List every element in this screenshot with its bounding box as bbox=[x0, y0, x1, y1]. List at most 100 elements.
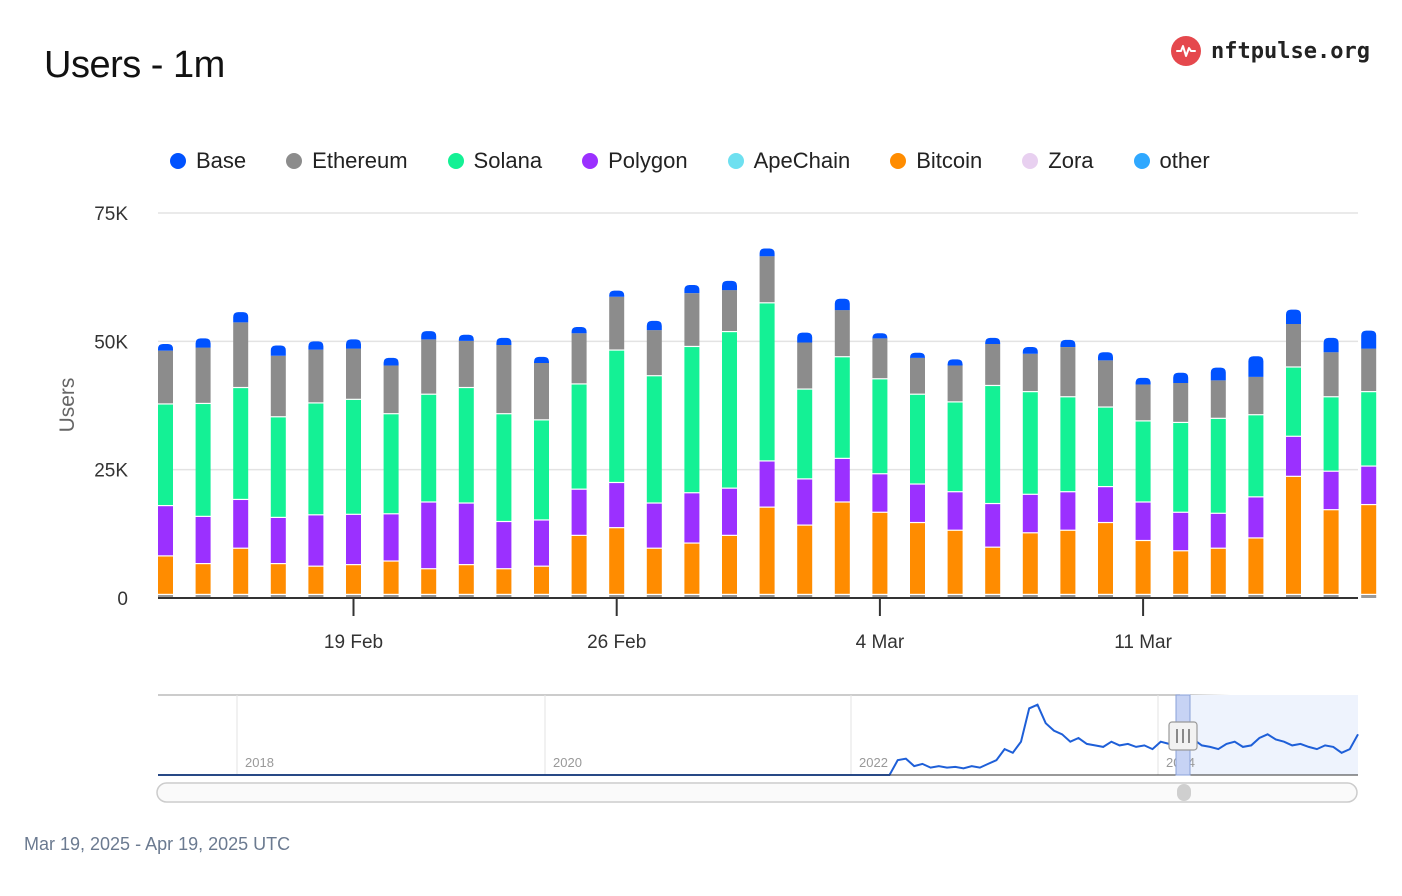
bar-segment-base[interactable] bbox=[910, 352, 925, 358]
bar-segment-base[interactable] bbox=[1248, 356, 1264, 377]
bar-segment-base[interactable] bbox=[1361, 595, 1377, 598]
bar-segment-base[interactable] bbox=[1060, 339, 1076, 348]
bar-segment-ethereum[interactable] bbox=[1060, 347, 1076, 397]
bar-segment-ethereum[interactable] bbox=[834, 310, 850, 357]
bar-segment-polygon[interactable] bbox=[646, 503, 662, 548]
bar-group[interactable] bbox=[383, 357, 399, 598]
bar-segment-ethereum[interactable] bbox=[458, 340, 474, 387]
bar-group[interactable] bbox=[759, 248, 775, 599]
bar-segment-base[interactable] bbox=[270, 345, 286, 356]
bar-segment-base[interactable] bbox=[1173, 372, 1189, 383]
bar-segment-polygon[interactable] bbox=[834, 458, 850, 502]
bar-segment-base[interactable] bbox=[195, 595, 211, 598]
bar-segment-ethereum[interactable] bbox=[1286, 323, 1301, 367]
bar-segment-base[interactable] bbox=[985, 595, 1001, 598]
bar-segment-base[interactable] bbox=[346, 595, 361, 598]
bar-segment-polygon[interactable] bbox=[534, 520, 549, 566]
bar-segment-ethereum[interactable] bbox=[158, 350, 173, 404]
bar-segment-base[interactable] bbox=[233, 595, 249, 598]
bar-segment-bitcoin[interactable] bbox=[872, 512, 888, 594]
bar-segment-bitcoin[interactable] bbox=[1022, 533, 1038, 594]
bar-segment-ethereum[interactable] bbox=[722, 290, 737, 331]
bar-segment-solana[interactable] bbox=[947, 402, 963, 492]
bar-segment-base[interactable] bbox=[1173, 595, 1189, 598]
bar-segment-solana[interactable] bbox=[910, 394, 925, 484]
bar-group[interactable] bbox=[308, 341, 324, 598]
bar-segment-solana[interactable] bbox=[270, 417, 286, 517]
bar-segment-solana[interactable] bbox=[1248, 415, 1264, 497]
bar-segment-ethereum[interactable] bbox=[759, 256, 775, 303]
bar-segment-polygon[interactable] bbox=[1135, 502, 1151, 540]
bar-group[interactable] bbox=[1323, 337, 1339, 598]
bar-segment-base[interactable] bbox=[872, 333, 888, 339]
bar-segment-bitcoin[interactable] bbox=[910, 523, 925, 594]
bar-segment-solana[interactable] bbox=[346, 399, 361, 514]
bar-segment-polygon[interactable] bbox=[947, 492, 963, 530]
bar-segment-polygon[interactable] bbox=[270, 518, 286, 563]
bar-segment-base[interactable] bbox=[947, 359, 963, 366]
bar-segment-bitcoin[interactable] bbox=[722, 535, 737, 594]
bar-segment-base[interactable] bbox=[684, 595, 700, 598]
bar-group[interactable] bbox=[797, 332, 813, 598]
bar-segment-bitcoin[interactable] bbox=[759, 507, 775, 594]
bar-segment-bitcoin[interactable] bbox=[1361, 505, 1377, 594]
legend-item-zora[interactable]: Zora bbox=[1022, 148, 1094, 174]
bar-segment-ethereum[interactable] bbox=[1173, 382, 1189, 422]
bar-segment-solana[interactable] bbox=[1098, 407, 1113, 486]
bar-segment-base[interactable] bbox=[1098, 352, 1113, 361]
bar-segment-ethereum[interactable] bbox=[421, 339, 437, 394]
bar-group[interactable] bbox=[1286, 309, 1301, 598]
bar-segment-base[interactable] bbox=[985, 337, 1001, 344]
bar-segment-base[interactable] bbox=[534, 356, 549, 363]
bar-segment-base[interactable] bbox=[458, 334, 474, 341]
bar-segment-base[interactable] bbox=[797, 332, 813, 343]
bar-segment-ethereum[interactable] bbox=[1248, 376, 1264, 415]
bar-segment-solana[interactable] bbox=[1323, 397, 1339, 471]
bar-segment-base[interactable] bbox=[496, 337, 512, 346]
bar-segment-ethereum[interactable] bbox=[270, 355, 286, 417]
bar-segment-solana[interactable] bbox=[233, 388, 249, 499]
bar-segment-bitcoin[interactable] bbox=[684, 543, 700, 594]
bar-segment-base[interactable] bbox=[158, 343, 173, 351]
legend-item-base[interactable]: Base bbox=[170, 148, 246, 174]
bar-segment-bitcoin[interactable] bbox=[534, 566, 549, 594]
bar-segment-bitcoin[interactable] bbox=[158, 556, 173, 594]
bar-segment-bitcoin[interactable] bbox=[985, 547, 1001, 594]
legend-item-polygon[interactable]: Polygon bbox=[582, 148, 688, 174]
bar-group[interactable] bbox=[1135, 377, 1151, 598]
bar-segment-ethereum[interactable] bbox=[534, 362, 549, 420]
bar-group[interactable] bbox=[646, 320, 662, 598]
bar-segment-solana[interactable] bbox=[834, 357, 850, 458]
bar-segment-base[interactable] bbox=[571, 327, 587, 334]
bar-segment-polygon[interactable] bbox=[1361, 466, 1377, 504]
bar-segment-polygon[interactable] bbox=[1323, 471, 1339, 510]
bar-segment-base[interactable] bbox=[1210, 595, 1226, 598]
bar-group[interactable] bbox=[571, 327, 587, 598]
bar-segment-ethereum[interactable] bbox=[1022, 353, 1038, 392]
bar-segment-base[interactable] bbox=[1022, 347, 1038, 354]
bar-segment-solana[interactable] bbox=[308, 403, 324, 515]
bar-segment-solana[interactable] bbox=[158, 404, 173, 505]
bar-segment-solana[interactable] bbox=[534, 420, 549, 520]
bar-segment-solana[interactable] bbox=[646, 376, 662, 503]
bar-group[interactable] bbox=[346, 339, 361, 598]
bar-segment-solana[interactable] bbox=[1286, 367, 1301, 436]
bar-segment-solana[interactable] bbox=[1022, 392, 1038, 494]
bar-segment-base[interactable] bbox=[759, 248, 775, 257]
bar-segment-ethereum[interactable] bbox=[195, 347, 211, 403]
bar-segment-polygon[interactable] bbox=[609, 483, 625, 528]
bar-group[interactable] bbox=[684, 284, 700, 598]
brand-logo[interactable]: nftpulse.org bbox=[1171, 36, 1370, 66]
bar-segment-base[interactable] bbox=[1022, 595, 1038, 598]
bar-segment-solana[interactable] bbox=[571, 384, 587, 489]
bar-segment-bitcoin[interactable] bbox=[797, 525, 813, 594]
bar-segment-solana[interactable] bbox=[985, 386, 1001, 503]
bar-group[interactable] bbox=[1022, 347, 1038, 598]
bar-segment-base[interactable] bbox=[1286, 309, 1301, 324]
bar-segment-polygon[interactable] bbox=[684, 493, 700, 543]
bar-segment-base[interactable] bbox=[270, 595, 286, 598]
bar-group[interactable] bbox=[985, 337, 1001, 598]
bar-group[interactable] bbox=[158, 343, 173, 598]
bar-segment-ethereum[interactable] bbox=[1098, 360, 1113, 407]
bar-segment-bitcoin[interactable] bbox=[270, 564, 286, 594]
